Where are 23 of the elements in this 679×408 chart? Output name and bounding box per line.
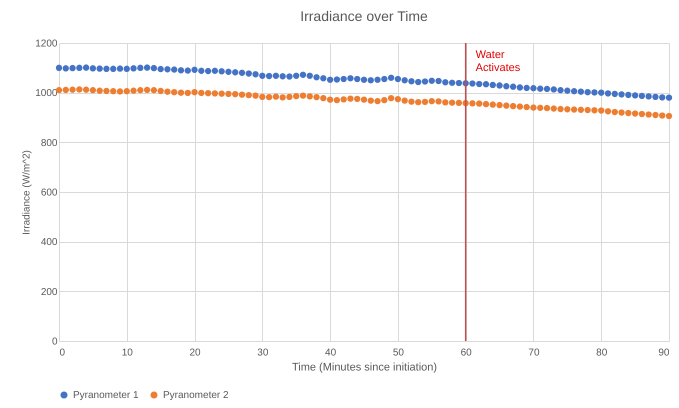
y-tick-label: 800 xyxy=(40,138,58,149)
y-tick-label: 0 xyxy=(52,336,58,348)
x-axis-title: Time (Minutes since initiation) xyxy=(292,362,438,374)
x-tick-label: 0 xyxy=(60,348,66,358)
x-tick-label: 30 xyxy=(257,348,269,358)
ref-line-label: Water Activates xyxy=(476,49,521,74)
x-tick-label: 10 xyxy=(122,348,134,358)
y-tick-label: 400 xyxy=(40,237,58,248)
legend-label: Pyranometer 1 xyxy=(73,390,140,401)
y-tick-label: 200 xyxy=(40,286,58,298)
x-tick-label: 70 xyxy=(528,348,540,358)
legend-label: Pyranometer 2 xyxy=(163,390,230,401)
x-tick-label: 90 xyxy=(658,348,670,358)
chart-title: Irradiance over Time xyxy=(300,8,428,24)
x-tick-label: 50 xyxy=(392,348,404,358)
x-tick-label: 20 xyxy=(189,348,202,358)
x-tick-label: 60 xyxy=(460,348,472,358)
y-tick-label: 600 xyxy=(40,188,58,198)
x-tick-label: 40 xyxy=(325,348,337,358)
y-tick-label: 1000 xyxy=(35,88,58,100)
x-tick-label: 80 xyxy=(596,348,608,358)
y-tick-label: 1200 xyxy=(35,38,58,50)
y-axis-title: Irradiance (W/m^2) xyxy=(21,150,32,235)
